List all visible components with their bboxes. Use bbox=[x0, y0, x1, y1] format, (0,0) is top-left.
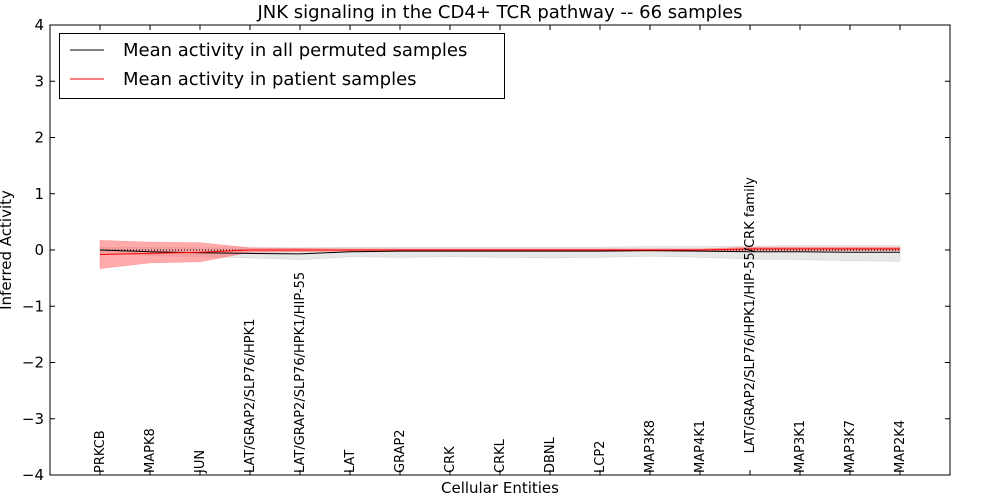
entity-label-3: LAT/GRAP2/SLP76/HPK1 bbox=[243, 319, 258, 473]
entity-label-13: LAT/GRAP2/SLP76/HPK1/HIP-55/CRK family bbox=[743, 177, 758, 454]
series-line-0 bbox=[99, 249, 900, 255]
y-tick-label-6: 2 bbox=[34, 129, 44, 147]
entity-label-14: MAP3K1 bbox=[793, 420, 808, 473]
entity-label-1: MAPK8 bbox=[143, 428, 158, 473]
y-tick-label-2: −2 bbox=[22, 354, 44, 372]
entity-label-16: MAP2K4 bbox=[893, 420, 908, 473]
entity-labels: PRKCB MAPK8 JUN LAT/GRAP2/SLP76/HPK1 LAT/GRA… bbox=[93, 177, 908, 474]
legend-label-patient: Mean activity in patient samples bbox=[123, 69, 417, 90]
entity-label-6: GRAP2 bbox=[393, 429, 408, 473]
y-tick-label-0: −4 bbox=[22, 466, 44, 484]
entity-label-7: CRK bbox=[443, 446, 458, 473]
entity-label-0: PRKCB bbox=[93, 430, 108, 473]
legend-box bbox=[59, 33, 505, 99]
y-tick-label-8: 4 bbox=[34, 16, 44, 34]
entity-label-12: MAP4K1 bbox=[693, 420, 708, 473]
entity-label-10: LCP2 bbox=[593, 441, 608, 473]
y-tick-label-1: −3 bbox=[22, 410, 44, 428]
y-axis-ticks: −4 −3 −2 −1 0 1 2 3 4 bbox=[22, 16, 950, 484]
y-axis-label: Inferred Activity bbox=[0, 190, 15, 310]
x-axis-ticks bbox=[99, 25, 901, 475]
y-tick-label-4: 0 bbox=[34, 241, 44, 259]
series-line-1 bbox=[99, 248, 900, 255]
entity-label-4: LAT/GRAP2/SLP76/HPK1/HIP-55 bbox=[293, 272, 308, 473]
band-1 bbox=[99, 240, 901, 269]
entity-label-11: MAP3K8 bbox=[643, 420, 658, 473]
y-tick-label-5: 1 bbox=[34, 185, 44, 203]
plot-frame bbox=[49, 24, 951, 476]
entity-label-8: CRKL bbox=[493, 438, 508, 473]
entity-label-5: LAT bbox=[343, 450, 358, 473]
x-axis-label: Cellular Entities bbox=[441, 479, 559, 497]
legend: Mean activity in all permuted samples Me… bbox=[59, 33, 505, 99]
y-tick-label-7: 3 bbox=[34, 72, 44, 90]
series-lines bbox=[99, 248, 900, 255]
entity-label-2: JUN bbox=[193, 450, 208, 474]
legend-label-permuted: Mean activity in all permuted samples bbox=[123, 40, 467, 61]
entity-label-15: MAP3K7 bbox=[843, 420, 858, 473]
entity-label-9: DBNL bbox=[543, 436, 558, 473]
y-tick-label-3: −1 bbox=[22, 297, 44, 315]
confidence-bands bbox=[99, 240, 901, 269]
chart-title: JNK signaling in the CD4+ TCR pathway --… bbox=[256, 2, 742, 23]
